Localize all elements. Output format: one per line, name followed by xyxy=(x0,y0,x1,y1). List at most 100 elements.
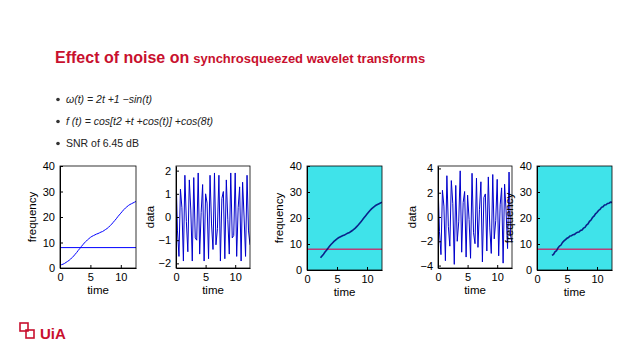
y-tick: 40 xyxy=(520,160,540,172)
plot-area xyxy=(176,173,250,261)
y-tick-label: 20 xyxy=(520,212,532,224)
x-tick-mark xyxy=(90,265,91,268)
x-axis-line xyxy=(61,268,137,269)
y-tick-mark xyxy=(307,270,310,271)
x-axis-title: time xyxy=(334,286,356,298)
y-tick-mark xyxy=(438,193,441,194)
bullet-text: ω(t) = 2t +1 −sin(t) xyxy=(66,93,152,105)
x-axis: 0510 xyxy=(304,267,382,285)
x-axis: 0 5 10 xyxy=(435,265,512,283)
y-tick: 0 xyxy=(296,264,310,276)
x-tick-label: 10 xyxy=(361,273,373,285)
chart: 0510−2−1012timedata xyxy=(144,165,251,296)
y-tick: −1 xyxy=(158,234,179,246)
y-tick-label: 20 xyxy=(290,212,302,224)
x-tick: 5 xyxy=(564,267,570,285)
x-tick-label: 0 xyxy=(173,271,179,283)
plot-background xyxy=(537,166,612,270)
y-tick-label: 10 xyxy=(520,238,532,250)
plot-frame xyxy=(438,166,512,268)
y-tick-mark xyxy=(60,192,63,193)
x-tick-label: 5 xyxy=(203,271,209,283)
x-axis-line xyxy=(308,270,383,271)
y-tick-mark xyxy=(438,266,441,267)
x-tick: 10 xyxy=(230,265,242,283)
y-tick-mark xyxy=(60,268,63,269)
y-tick: −2 xyxy=(420,235,441,247)
x-tick: 10 xyxy=(591,267,603,285)
x-axis-title: time xyxy=(202,284,224,296)
title: Effect of noise on synchrosqueezed wavele… xyxy=(55,49,425,66)
series-line xyxy=(537,248,612,250)
y-axis-title: frequency xyxy=(503,193,515,244)
y-tick-label: 0 xyxy=(165,211,171,223)
chart: 0510010203040timefrequency xyxy=(26,160,137,296)
y-tick: 4 xyxy=(427,162,441,174)
x-tick-mark xyxy=(206,265,207,268)
plot-frame xyxy=(307,166,382,270)
y-tick-mark xyxy=(60,166,63,167)
y-tick-mark xyxy=(307,192,310,193)
y-tick-mark xyxy=(438,241,441,242)
x-tick-mark xyxy=(235,265,236,268)
y-tick-label: −2 xyxy=(158,257,171,269)
y-tick-label: 40 xyxy=(290,160,302,172)
y-tick-label: −4 xyxy=(420,260,433,272)
x-axis-title: time xyxy=(564,286,586,298)
plot-frame xyxy=(537,166,612,270)
bullet-dot xyxy=(56,98,60,102)
logo-text: UiA xyxy=(40,325,66,342)
y-axis: −4−2024 xyxy=(420,162,441,271)
series-line xyxy=(60,201,136,265)
x-tick-mark xyxy=(121,265,122,268)
y-tick: 1 xyxy=(165,188,179,200)
y-tick: 10 xyxy=(43,237,63,249)
chart: 0510010203040timefrequency xyxy=(273,160,383,298)
x-tick-label: 0 xyxy=(534,273,540,285)
y-tick-mark xyxy=(438,168,441,169)
slide: Effect of noise on synchrosqueezed wavele… xyxy=(0,0,638,359)
series-line xyxy=(176,173,250,261)
x-tick-label: 5 xyxy=(334,273,340,285)
bullet-dot xyxy=(56,120,60,124)
x-tick-label: 5 xyxy=(465,271,471,283)
x-axis: 0 5 10 xyxy=(534,267,612,285)
y-tick-label: 40 xyxy=(520,160,532,172)
y-tick-mark xyxy=(307,244,310,245)
y-tick-mark xyxy=(537,192,540,193)
y-axis: −2−1012 xyxy=(158,165,179,270)
x-tick: 5 xyxy=(334,267,340,285)
y-tick-label: 4 xyxy=(427,162,433,174)
plot-area xyxy=(60,201,136,265)
title-rest: synchrosqueezed wavelet transforms xyxy=(193,51,425,66)
y-tick: 20 xyxy=(43,211,63,223)
y-tick-label: 0 xyxy=(526,264,532,276)
y-axis-title: frequency xyxy=(273,193,285,244)
series-line xyxy=(438,171,512,265)
y-tick-mark xyxy=(176,171,179,172)
plot-area xyxy=(537,202,612,255)
y-tick: 30 xyxy=(520,186,540,198)
x-tick: 10 xyxy=(361,267,373,285)
y-tick-mark xyxy=(537,218,540,219)
y-tick-label: −2 xyxy=(420,235,433,247)
plot-frame xyxy=(176,166,250,268)
y-axis-title: data xyxy=(406,205,418,228)
y-tick-label: 2 xyxy=(427,187,433,199)
x-axis-title: time xyxy=(87,284,109,296)
x-tick-label: 10 xyxy=(230,271,242,283)
logo: UiA xyxy=(20,323,66,342)
y-tick-mark xyxy=(60,243,63,244)
title-main: Effect of noise on xyxy=(55,49,189,66)
y-tick-mark xyxy=(176,217,179,218)
x-axis-title: time xyxy=(464,284,486,296)
y-tick-label: 0 xyxy=(296,264,302,276)
x-tick: 10 xyxy=(492,265,504,283)
y-tick-mark xyxy=(176,263,179,264)
y-tick: 10 xyxy=(290,238,310,250)
bullet-text: f (t) = cos[t2 +t +cos(t)] +cos(8t) xyxy=(66,115,213,127)
x-tick-label: 0 xyxy=(435,271,441,283)
x-tick: 5 xyxy=(88,265,94,283)
y-tick-mark xyxy=(60,217,63,218)
y-tick: 30 xyxy=(290,186,310,198)
